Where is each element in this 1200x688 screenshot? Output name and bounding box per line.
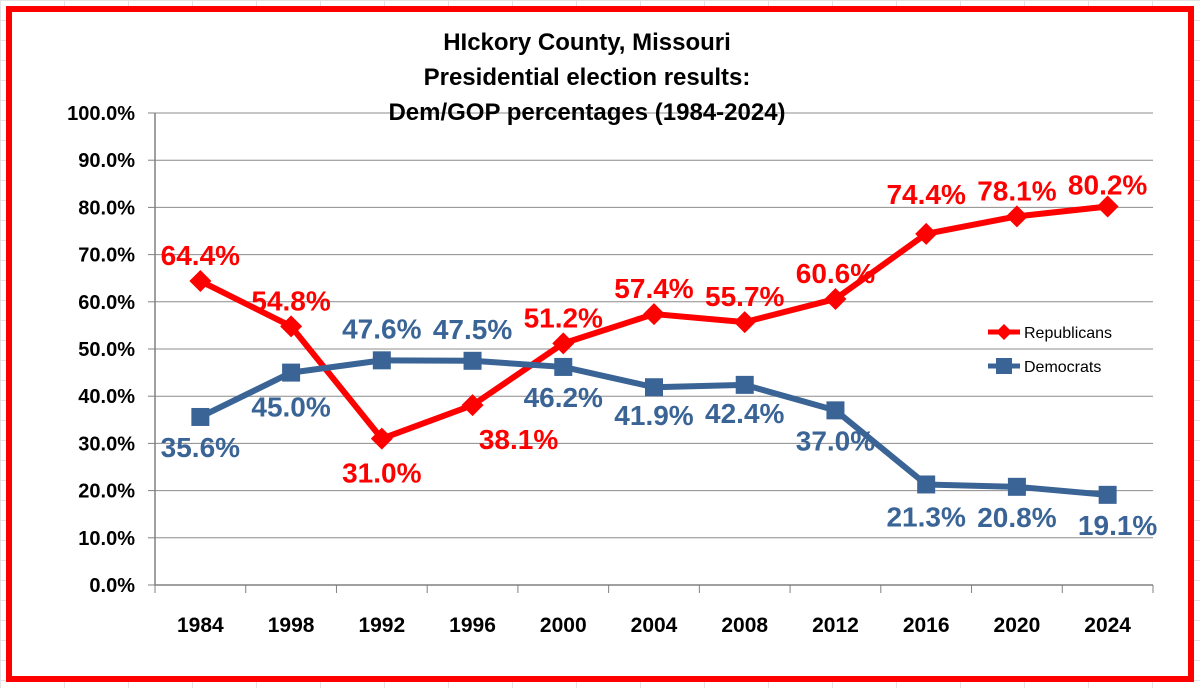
- data-point-republicans: [552, 332, 575, 355]
- title-line-2: Presidential election results:: [424, 64, 751, 91]
- data-label-democrats: 21.3%: [886, 501, 965, 532]
- data-point-democrats: [282, 363, 301, 382]
- x-tick-label: 1996: [449, 614, 496, 637]
- data-label-democrats: 19.1%: [1078, 510, 1157, 541]
- data-point-republicans: [461, 394, 484, 417]
- data-point-republicans: [733, 311, 756, 334]
- data-label-democrats: 35.6%: [161, 432, 240, 463]
- series-republicans: [189, 195, 1119, 450]
- data-point-democrats: [372, 351, 391, 370]
- x-tick-label: 2008: [721, 614, 768, 637]
- y-tick-label: 30.0%: [78, 433, 135, 455]
- data-label-republicans: 51.2%: [524, 302, 603, 333]
- x-tick-label: 2012: [812, 614, 859, 637]
- data-label-republicans: 31.0%: [342, 458, 421, 489]
- data-label-republicans: 38.1%: [479, 424, 558, 455]
- data-labels: 64.4% 54.8% 31.0% 38.1% 51.2% 57.4% 55.7% 60.6%…: [161, 169, 1158, 540]
- data-label-democrats: 47.6%: [342, 313, 421, 344]
- x-axis-tick-labels: 1984 1998 1992 1996 2000 2004 2008 2012 2016 2020…: [177, 614, 1131, 637]
- x-tick-label: 1984: [177, 614, 224, 637]
- y-tick-label: 90.0%: [78, 150, 135, 172]
- data-point-republicans: [189, 270, 212, 293]
- data-label-republicans: 57.4%: [614, 273, 693, 304]
- data-label-republicans: 54.8%: [251, 285, 330, 316]
- x-tick-label: 2024: [1084, 614, 1131, 637]
- legend-swatch-republicans-marker: [996, 324, 1012, 340]
- data-label-democrats: 42.4%: [705, 398, 784, 429]
- data-label-democrats: 37.0%: [796, 425, 875, 456]
- data-label-democrats: 45.0%: [251, 392, 330, 423]
- legend: Republicans Democrats: [988, 324, 1112, 376]
- x-tick-label: 2020: [994, 614, 1041, 637]
- data-point-democrats: [463, 351, 482, 370]
- data-point-republicans: [915, 222, 938, 245]
- gridlines: [155, 112, 1153, 539]
- data-point-republicans: [280, 315, 303, 338]
- y-tick-label: 100.0%: [67, 103, 135, 125]
- data-label-republicans: 55.7%: [705, 281, 784, 312]
- data-point-democrats: [645, 378, 663, 397]
- data-point-republicans: [643, 303, 665, 326]
- data-label-republicans: 60.6%: [796, 258, 875, 289]
- x-tick-label: 2004: [631, 614, 678, 637]
- data-point-democrats: [917, 475, 936, 494]
- legend-label-democrats: Democrats: [1024, 359, 1101, 376]
- chart-title: HIckory County, Missouri Presidential el…: [388, 29, 785, 126]
- data-point-republicans: [824, 287, 847, 310]
- x-tick-label: 1998: [268, 614, 315, 637]
- data-label-republicans: 80.2%: [1068, 169, 1147, 200]
- y-tick-label: 60.0%: [78, 292, 135, 314]
- y-tick-label: 70.0%: [78, 245, 135, 267]
- data-point-democrats: [191, 407, 210, 426]
- data-point-republicans: [1096, 195, 1119, 218]
- data-point-democrats: [1098, 485, 1117, 504]
- y-axis-tick-labels: 0.0% 10.0% 20.0% 30.0% 40.0% 50.0% 60.0% 70.0% 8…: [67, 103, 135, 597]
- data-label-republicans: 78.1%: [977, 175, 1056, 206]
- chart-frame: [6, 6, 1194, 682]
- title-line-3: Dem/GOP percentages (1984-2024): [388, 99, 785, 126]
- data-label-democrats: 20.8%: [977, 502, 1056, 533]
- data-point-democrats: [554, 357, 573, 376]
- y-tick-label: 40.0%: [78, 386, 135, 408]
- series: [189, 195, 1119, 504]
- legend-item-republicans: Republicans: [988, 324, 1112, 342]
- y-tick-label: 10.0%: [78, 528, 135, 550]
- axes: [148, 112, 1154, 593]
- y-tick-label: 80.0%: [78, 197, 135, 219]
- data-label-republicans: 64.4%: [161, 240, 240, 271]
- y-tick-label: 0.0%: [89, 575, 135, 597]
- data-point-republicans: [370, 427, 393, 450]
- data-point-democrats: [1007, 477, 1026, 496]
- data-point-republicans: [1005, 205, 1028, 228]
- x-tick-label: 2016: [903, 614, 950, 637]
- y-tick-label: 20.0%: [78, 481, 135, 503]
- series-democrats: [191, 351, 1117, 504]
- data-point-democrats: [826, 401, 845, 420]
- x-tick-label: 1992: [358, 614, 405, 637]
- x-tick-label: 2000: [540, 614, 587, 637]
- legend-label-republicans: Republicans: [1024, 325, 1112, 342]
- legend-swatch-democrats-marker: [996, 358, 1012, 374]
- y-tick-label: 50.0%: [78, 339, 135, 361]
- data-label-democrats: 41.9%: [614, 400, 693, 431]
- data-label-democrats: 47.5%: [433, 314, 512, 345]
- title-line-1: HIckory County, Missouri: [443, 29, 731, 56]
- legend-item-democrats: Democrats: [988, 358, 1101, 376]
- data-label-republicans: 74.4%: [886, 179, 965, 210]
- data-point-democrats: [735, 375, 754, 394]
- data-label-democrats: 46.2%: [524, 382, 603, 413]
